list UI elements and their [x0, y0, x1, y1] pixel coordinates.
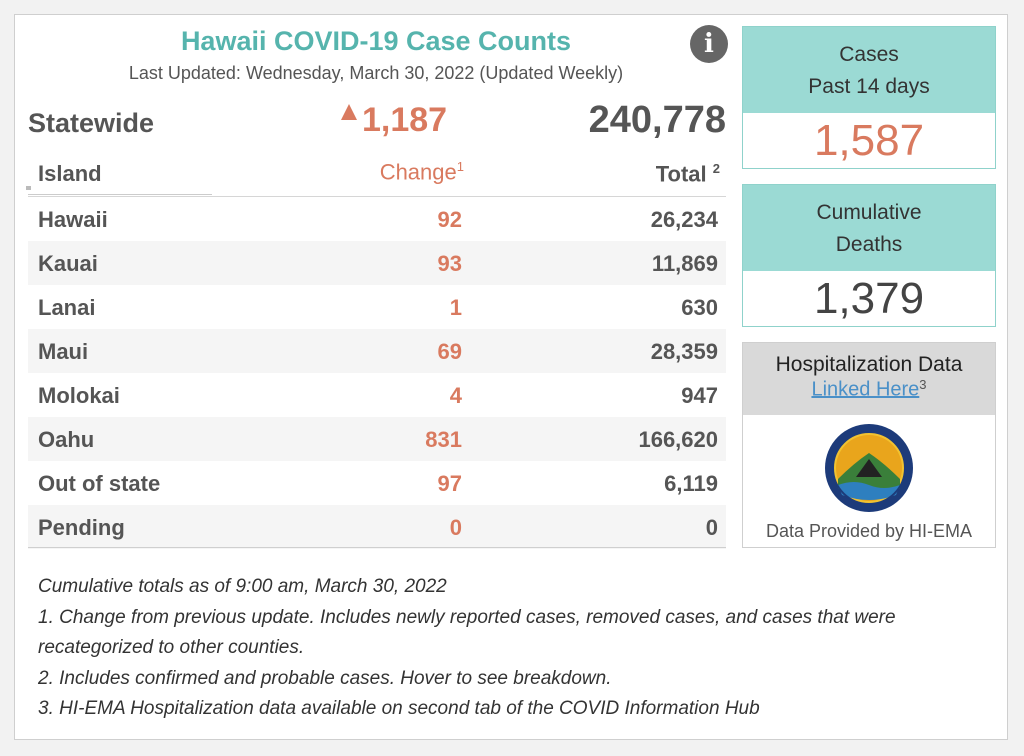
deaths-card-header: Cumulative Deaths [743, 185, 995, 271]
cases-card-header: Cases Past 14 days [743, 27, 995, 113]
island-change: 4 [449, 383, 462, 408]
island-change: 97 [437, 471, 462, 496]
change-header-label: Change [379, 159, 457, 185]
island-table: Hawaii 92 26,234 Kauai 93 11,869 Lanai 1 630 M… [28, 197, 726, 549]
footnote-3: 3. HI-EMA Hospitalization data available… [38, 698, 760, 719]
island-total: 26,234 [650, 207, 718, 232]
table-row[interactable]: Oahu 831 166,620 [28, 417, 726, 461]
last-updated-text: Last Updated: Wednesday, March 30, 2022 … [128, 63, 624, 83]
hospitalization-header: Hospitalization Data Linked Here3 [743, 343, 995, 415]
island-total: 6,119 [664, 471, 718, 496]
cases-card-line1: Cases [839, 43, 899, 66]
island-change: 1 [449, 295, 462, 320]
statewide-change[interactable]: 1,187 [362, 101, 448, 139]
cases-card-line2: Past 14 days [808, 75, 930, 98]
table-row[interactable]: Lanai 1 630 [28, 285, 726, 329]
island-change: 831 [425, 427, 462, 452]
island-name: Hawaii [38, 207, 108, 232]
island-total: 166,620 [638, 427, 718, 452]
island-change: 93 [437, 251, 462, 276]
island-change: 0 [449, 515, 462, 540]
cumulative-deaths-card[interactable]: Cumulative Deaths 1,379 [742, 184, 996, 327]
island-total: 11,869 [651, 251, 718, 276]
header-divider-short [28, 194, 212, 195]
island-name: Out of state [38, 471, 161, 496]
column-sort-handle[interactable] [26, 186, 31, 190]
footnote-1: 1. Change from previous update. Includes… [38, 606, 896, 659]
footnote-cumulative: Cumulative totals as of 9:00 am, March 3… [38, 576, 447, 597]
island-name: Pending [38, 515, 125, 540]
table-row[interactable]: Pending 0 0 [28, 505, 726, 549]
hospitalization-footnote-marker: 3 [919, 377, 927, 392]
deaths-card-line1: Cumulative [816, 201, 922, 224]
info-icon[interactable]: i [690, 25, 728, 63]
table-row[interactable]: Kauai 93 11,869 [28, 241, 726, 285]
island-name: Maui [38, 339, 89, 364]
column-header-total[interactable]: Total 2 [560, 161, 720, 187]
island-name: Kauai [38, 251, 98, 276]
data-provider-text: Data Provided by HI-EMA [765, 521, 973, 541]
table-row[interactable]: Molokai 4 947 [28, 373, 726, 417]
increase-arrow-icon [341, 104, 357, 120]
hi-ema-seal-logo [825, 424, 913, 512]
cases-14-days-value: 1,587 [743, 113, 995, 168]
island-total: 0 [705, 515, 718, 540]
island-name: Oahu [38, 427, 95, 452]
hospitalization-title: Hospitalization Data [775, 353, 963, 376]
hospitalization-card: Hospitalization Data Linked Here3 Data P… [742, 342, 996, 548]
statewide-total[interactable]: 240,778 [588, 99, 726, 141]
table-bottom-border [28, 547, 726, 548]
island-name: Molokai [38, 383, 120, 408]
cases-14-days-card[interactable]: Cases Past 14 days 1,587 [742, 26, 996, 169]
statewide-label: Statewide [28, 108, 155, 138]
cumulative-deaths-value: 1,379 [743, 271, 995, 326]
island-total: 28,359 [650, 339, 718, 364]
change-footnote-marker: 1 [456, 159, 464, 174]
footnotes: Cumulative totals as of 9:00 am, March 3… [38, 572, 998, 725]
total-footnote-marker: 2 [712, 161, 720, 176]
footnote-2: 2. Includes confirmed and probable cases… [38, 667, 612, 689]
column-header-island[interactable]: Island [38, 161, 102, 186]
island-change: 92 [437, 207, 462, 232]
island-name: Lanai [38, 295, 96, 320]
header-divider [28, 196, 726, 197]
table-row[interactable]: Out of state 97 6,119 [28, 461, 726, 505]
island-total: 630 [681, 295, 718, 320]
total-header-label: Total [655, 161, 707, 187]
hospitalization-link[interactable]: Linked Here [811, 378, 920, 401]
table-row[interactable]: Hawaii 92 26,234 [28, 197, 726, 241]
island-total: 947 [681, 383, 718, 408]
island-change: 69 [437, 339, 462, 364]
deaths-card-line2: Deaths [835, 233, 903, 256]
page-title: Hawaii COVID-19 Case Counts [180, 26, 572, 56]
column-header-change[interactable]: Change1 [330, 159, 464, 185]
table-row[interactable]: Maui 69 28,359 [28, 329, 726, 373]
